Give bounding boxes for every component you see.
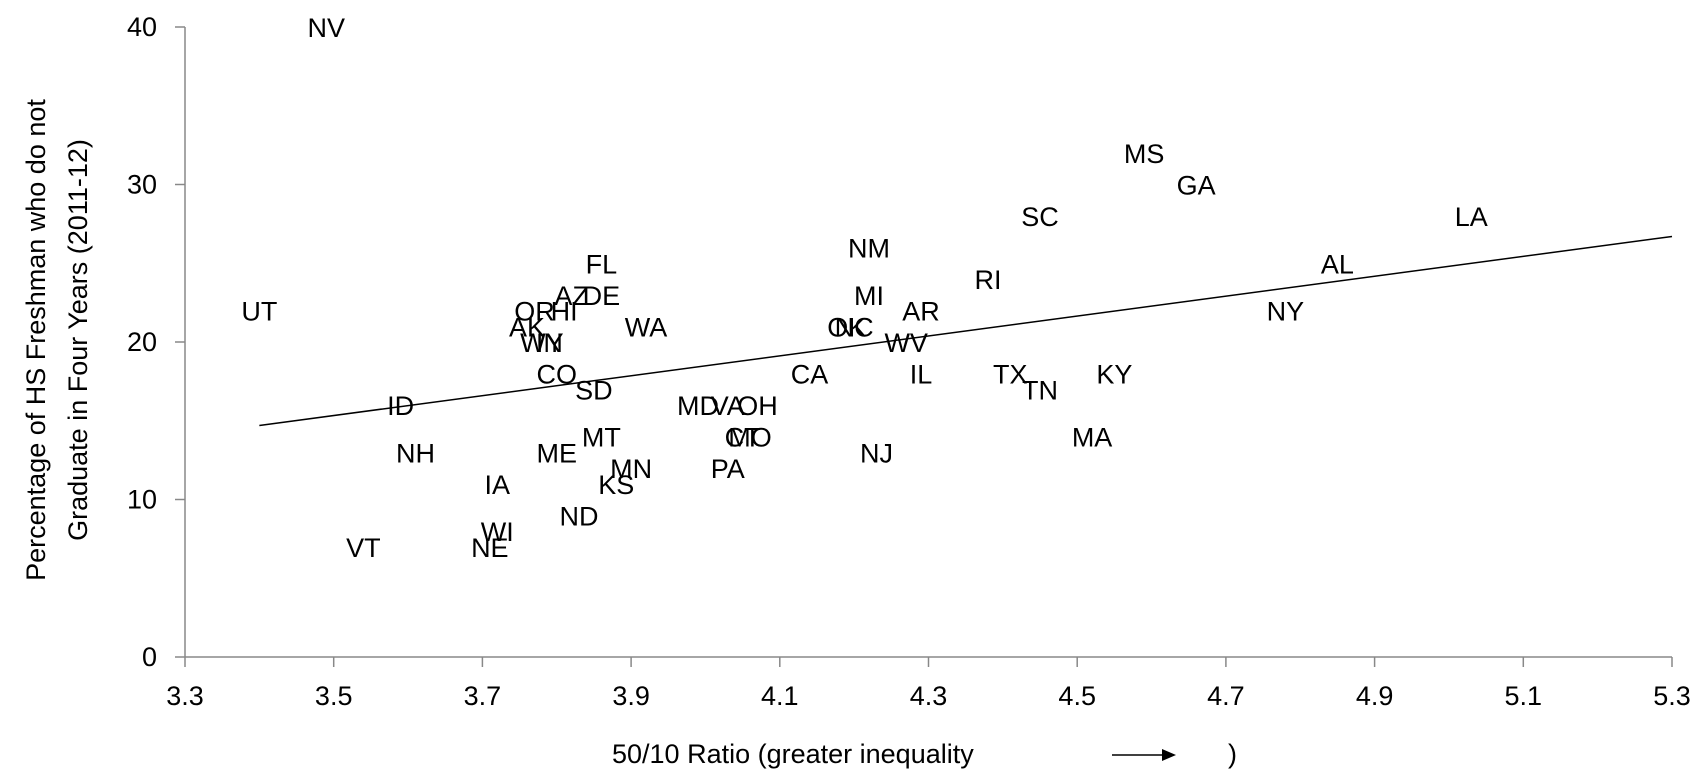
point-wv: WV [884,328,928,358]
point-ks: KS [598,470,634,500]
y-axis-title-line-2: Graduate in Four Years (2011-12) [63,139,93,541]
point-ri: RI [974,265,1001,295]
trend-line [259,235,1673,427]
point-az: AZ [554,281,589,311]
point-wy: WY [520,328,564,358]
point-me: ME [537,438,578,468]
x-tick-label-6: 4.5 [1058,681,1096,711]
point-ne: NE [471,533,509,563]
point-co: CO [537,360,578,390]
point-nc: NC [835,312,874,342]
x-tick-label-4: 4.1 [761,681,799,711]
point-sd: SD [575,375,613,405]
point-oh: OH [737,391,778,421]
y-tick-label-1: 10 [127,485,157,515]
point-la: LA [1455,202,1488,232]
point-id: ID [387,391,414,421]
point-nm: NM [848,234,890,264]
point-nh: NH [396,438,435,468]
x-axis-title-arrow [1112,749,1176,761]
point-mo: MO [728,423,772,453]
point-ok: OK [827,312,866,342]
point-tn: TN [1022,375,1058,405]
point-tx: TX [993,360,1028,390]
point-ak: AK [509,312,545,342]
point-md: MD [677,391,719,421]
point-nd: ND [560,501,599,531]
y-axis-ticks: 0 10 20 30 40 [127,12,185,672]
point-ia: IA [485,470,511,500]
x-tick-label-10: 5.3 [1653,681,1691,711]
point-de: DE [583,281,621,311]
point-va: VA [711,391,745,421]
x-axis-title: 50/10 Ratio (greater inequality [612,739,974,769]
point-ut: UT [241,297,277,327]
point-mt: MT [582,423,621,453]
x-tick-label-8: 4.9 [1356,681,1394,711]
x-axis-ticks: 3.3 3.5 3.7 3.9 4.1 4.3 4.5 4.7 4.9 5.1 5.3 [166,657,1691,711]
y-axis-title-line-1: Percentage of HS Freshman who do not [21,99,51,581]
point-nj: NJ [860,438,893,468]
point-wi: WI [481,517,514,547]
x-tick-label-7: 4.7 [1207,681,1245,711]
x-tick-label-5: 4.3 [910,681,948,711]
x-tick-label-2: 3.7 [464,681,502,711]
point-ar: AR [902,297,940,327]
point-hi: HI [551,297,578,327]
x-tick-label-3: 3.9 [612,681,650,711]
point-il: IL [910,360,933,390]
point-mi: MI [854,281,884,311]
y-tick-label-3: 30 [127,170,157,200]
x-axis-title-suffix: ) [1228,739,1237,769]
point-wa: WA [625,312,668,342]
point-or: OR [514,297,555,327]
point-ct: CT [725,423,761,453]
x-tick-label-9: 5.1 [1505,681,1543,711]
y-axis-title: Percentage of HS Freshman who do not Gra… [21,99,93,581]
point-ma: MA [1072,423,1113,453]
y-tick-label-2: 20 [127,327,157,357]
y-tick-label-4: 40 [127,12,157,42]
y-tick-label-0: 0 [142,642,157,672]
point-ca: CA [791,360,829,390]
point-vt: VT [346,533,381,563]
point-mn: MN [610,454,652,484]
point-pa: PA [711,454,745,484]
point-in: IN [536,328,563,358]
x-tick-label-1: 3.5 [315,681,353,711]
point-ms: MS [1124,139,1165,169]
point-ny: NY [1267,297,1305,327]
point-al: AL [1321,249,1354,279]
x-tick-label-0: 3.3 [166,681,204,711]
point-nv: NV [308,13,346,43]
point-sc: SC [1021,202,1059,232]
point-ky: KY [1096,360,1132,390]
point-fl: FL [586,249,618,279]
point-ga: GA [1177,171,1216,201]
